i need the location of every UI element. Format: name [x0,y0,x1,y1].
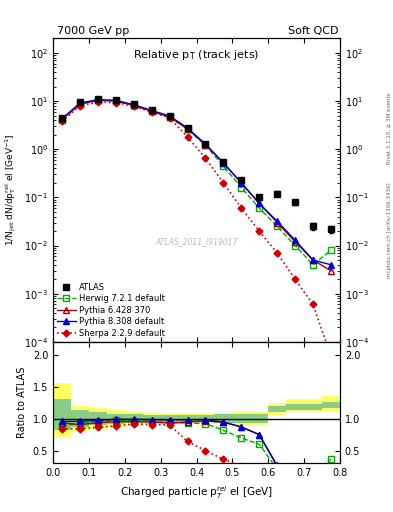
Text: Rivet 3.1.10, ≥ 3M events: Rivet 3.1.10, ≥ 3M events [387,92,392,164]
Text: ATLAS_2011_I919017: ATLAS_2011_I919017 [155,237,238,246]
Text: Relative p$_{\rm T}$ (track jets): Relative p$_{\rm T}$ (track jets) [133,48,260,61]
Text: 7000 GeV pp: 7000 GeV pp [57,26,129,36]
Legend: ATLAS, Herwig 7.2.1 default, Pythia 6.428 370, Pythia 8.308 default, Sherpa 2.2.: ATLAS, Herwig 7.2.1 default, Pythia 6.42… [57,283,165,338]
X-axis label: Charged particle p$_{T}^{rel}$ el [GeV]: Charged particle p$_{T}^{rel}$ el [GeV] [120,484,273,501]
Y-axis label: 1/N$_{\rm jet}$ dN/dp$_{\rm T}^{\rm rel}$ el [GeV$^{-1}$]: 1/N$_{\rm jet}$ dN/dp$_{\rm T}^{\rm rel}… [4,134,18,246]
Text: mcplots.cern.ch [arXiv:1306.3436]: mcplots.cern.ch [arXiv:1306.3436] [387,183,392,278]
Text: Soft QCD: Soft QCD [288,26,339,36]
Y-axis label: Ratio to ATLAS: Ratio to ATLAS [17,367,27,438]
